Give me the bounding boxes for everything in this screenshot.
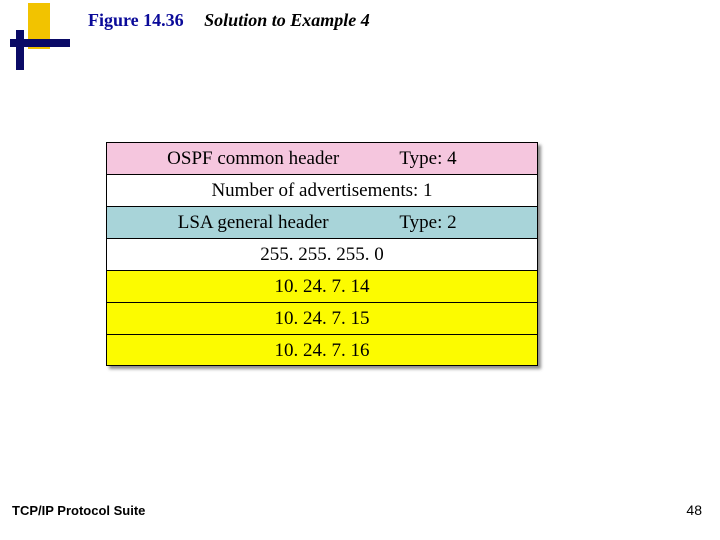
figure-caption: Solution to Example 4 <box>204 10 370 30</box>
table-row: 255. 255. 255. 0 <box>106 238 538 270</box>
table-row: LSA general headerType: 2 <box>106 206 538 238</box>
row-right: Type: 2 <box>399 207 537 238</box>
table-row: 10. 24. 7. 16 <box>106 334 538 366</box>
logo-navy-vertical <box>16 30 24 70</box>
table-row: Number of advertisements: 1 <box>106 174 538 206</box>
table-row: 10. 24. 7. 14 <box>106 270 538 302</box>
packet-table: OSPF common headerType: 4Number of adver… <box>106 142 538 366</box>
figure-title: Figure 14.36 Solution to Example 4 <box>88 10 710 31</box>
row-left: OSPF common header <box>107 143 399 174</box>
row-left: LSA general header <box>107 207 399 238</box>
table-row: 10. 24. 7. 15 <box>106 302 538 334</box>
table-row: OSPF common headerType: 4 <box>106 142 538 174</box>
page-number: 48 <box>686 502 702 518</box>
row-right: Type: 4 <box>399 143 537 174</box>
footer-source: TCP/IP Protocol Suite <box>12 503 145 518</box>
slide-logo <box>0 0 70 80</box>
figure-label: Figure 14.36 <box>88 10 184 30</box>
